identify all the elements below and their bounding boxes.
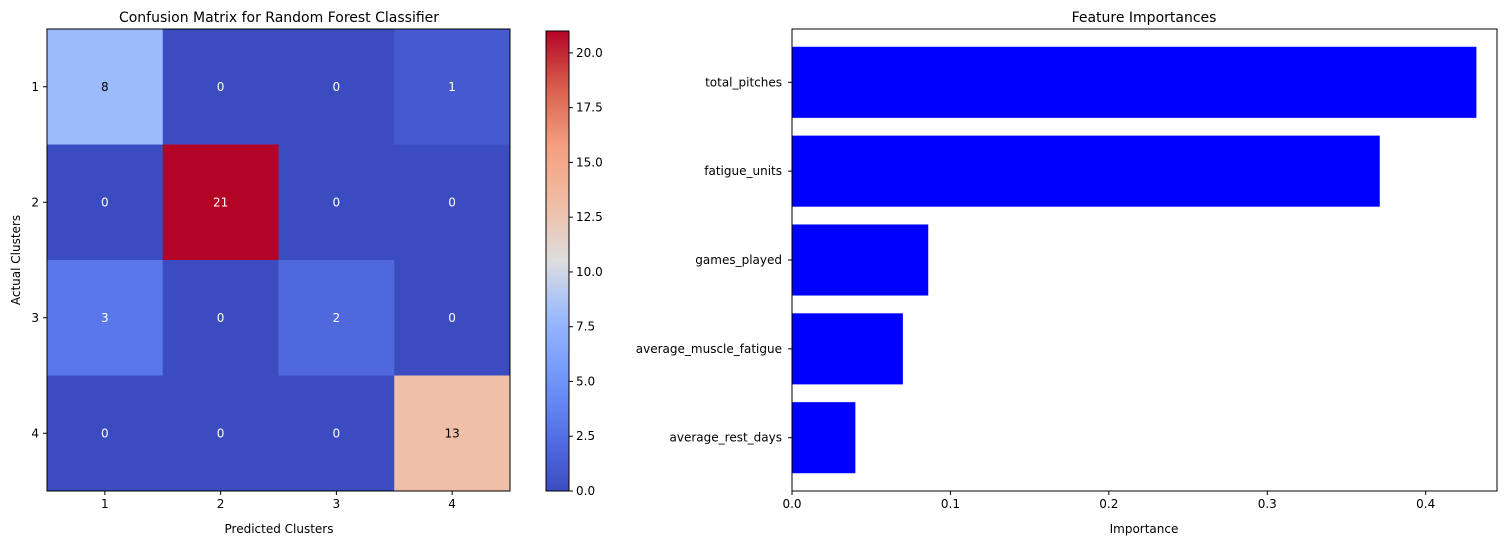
fi-y-tick-label: fatigue_units [704, 164, 782, 178]
cm-title: Confusion Matrix for Random Forest Class… [119, 10, 439, 26]
feature-importance-panel: Feature Importances 0.0 0.1 0.2 0.3 0.4 tota… [636, 10, 1498, 536]
fi-bar [792, 46, 1477, 118]
colorbar-tick-label: 15.0 [576, 155, 603, 169]
colorbar-tick-label: 10.0 [576, 265, 603, 279]
cm-cells: 8 0 0 1 0 21 0 0 3 0 2 0 0 0 0 13 [47, 29, 511, 492]
cm-cell [47, 375, 164, 492]
colorbar-tick-label: 5.0 [576, 374, 595, 388]
cm-y-axis-label: Actual Clusters [9, 215, 23, 305]
cm-cell [394, 29, 511, 145]
cm-cell-value: 0 [448, 195, 456, 209]
colorbar-tick-label: 0.0 [576, 484, 595, 498]
fi-x-tick-label: 0.2 [1099, 497, 1118, 511]
fi-x-tick-label: 0.4 [1416, 497, 1435, 511]
fi-bars [792, 46, 1477, 474]
fi-bar [792, 224, 929, 296]
cm-x-ticks: 1 2 3 4 [101, 491, 456, 511]
cm-cell [162, 29, 279, 145]
cm-cell-value: 2 [333, 311, 341, 325]
cm-y-tick-label: 4 [31, 426, 39, 440]
fi-bar [792, 402, 856, 474]
cm-cell [394, 260, 511, 376]
cm-cell [47, 260, 164, 376]
cm-cell-value: 0 [217, 80, 225, 94]
colorbar-tick-label: 17.5 [576, 101, 603, 115]
cm-y-tick-label: 1 [31, 80, 39, 94]
cm-cell [278, 144, 395, 261]
cm-y-tick-label: 2 [31, 195, 39, 209]
cm-y-ticks: 1 2 3 4 [31, 80, 47, 440]
cm-cell-value: 13 [444, 426, 459, 440]
cm-y-tick-label: 3 [31, 311, 39, 325]
colorbar-tick-label: 2.5 [576, 429, 595, 443]
fi-x-axis-label: Importance [1110, 522, 1179, 536]
fi-y-tick-label: total_pitches [705, 75, 782, 89]
colorbar-tick-label: 12.5 [576, 210, 603, 224]
cm-cell [47, 29, 164, 145]
cm-cell-value: 0 [101, 426, 109, 440]
fi-y-tick-label: games_played [695, 253, 782, 267]
colorbar-ticks: 0.0 2.5 5.0 7.5 10.0 12.5 15.0 17.5 20.0 [569, 46, 603, 498]
cm-cell [394, 375, 511, 492]
cm-cell-value: 8 [101, 80, 109, 94]
cm-cell [162, 260, 279, 376]
cm-cell-value: 0 [448, 311, 456, 325]
fi-x-ticks: 0.0 0.1 0.2 0.3 0.4 [782, 491, 1435, 511]
colorbar: 0.0 2.5 5.0 7.5 10.0 12.5 15.0 17.5 20.0 [545, 30, 603, 498]
cm-cell-value: 3 [101, 311, 109, 325]
cm-cell-value: 0 [217, 311, 225, 325]
fi-title: Feature Importances [1072, 10, 1217, 26]
cm-cell-value: 1 [448, 80, 456, 94]
cm-x-tick-label: 3 [333, 497, 341, 511]
fi-y-tick-label: average_muscle_fatigue [636, 342, 782, 356]
cm-x-tick-label: 2 [217, 497, 225, 511]
cm-cell [278, 29, 395, 145]
cm-cell [278, 260, 395, 376]
cm-cell-value: 21 [213, 195, 228, 209]
cm-frame [46, 28, 511, 492]
cm-cell [278, 375, 395, 492]
cm-cell [394, 144, 511, 261]
cm-x-tick-label: 1 [101, 497, 109, 511]
fi-x-tick-label: 0.0 [782, 497, 801, 511]
colorbar-tick-label: 7.5 [576, 320, 595, 334]
colorbar-gradient [545, 30, 570, 492]
fi-x-tick-label: 0.1 [941, 497, 960, 511]
cm-cell-value: 0 [333, 426, 341, 440]
cm-cell [47, 144, 164, 261]
fi-bar [792, 135, 1380, 207]
confusion-matrix-panel: Confusion Matrix for Random Forest Class… [9, 10, 511, 536]
cm-x-axis-label: Predicted Clusters [225, 522, 334, 536]
fi-y-ticks: total_pitches fatigue_units games_playedav… [636, 75, 792, 445]
cm-cell [162, 375, 279, 492]
cm-x-tick-label: 4 [448, 497, 456, 511]
fi-y-tick-label: average_rest_days [670, 431, 782, 445]
cm-cell-value: 0 [217, 426, 225, 440]
cm-cell-value: 0 [101, 195, 109, 209]
fi-x-tick-label: 0.3 [1258, 497, 1277, 511]
cm-cell-value: 0 [333, 80, 341, 94]
cm-cell [162, 144, 279, 261]
cm-cell-value: 0 [333, 195, 341, 209]
colorbar-tick-label: 20.0 [576, 46, 603, 60]
fi-bar [792, 313, 903, 385]
